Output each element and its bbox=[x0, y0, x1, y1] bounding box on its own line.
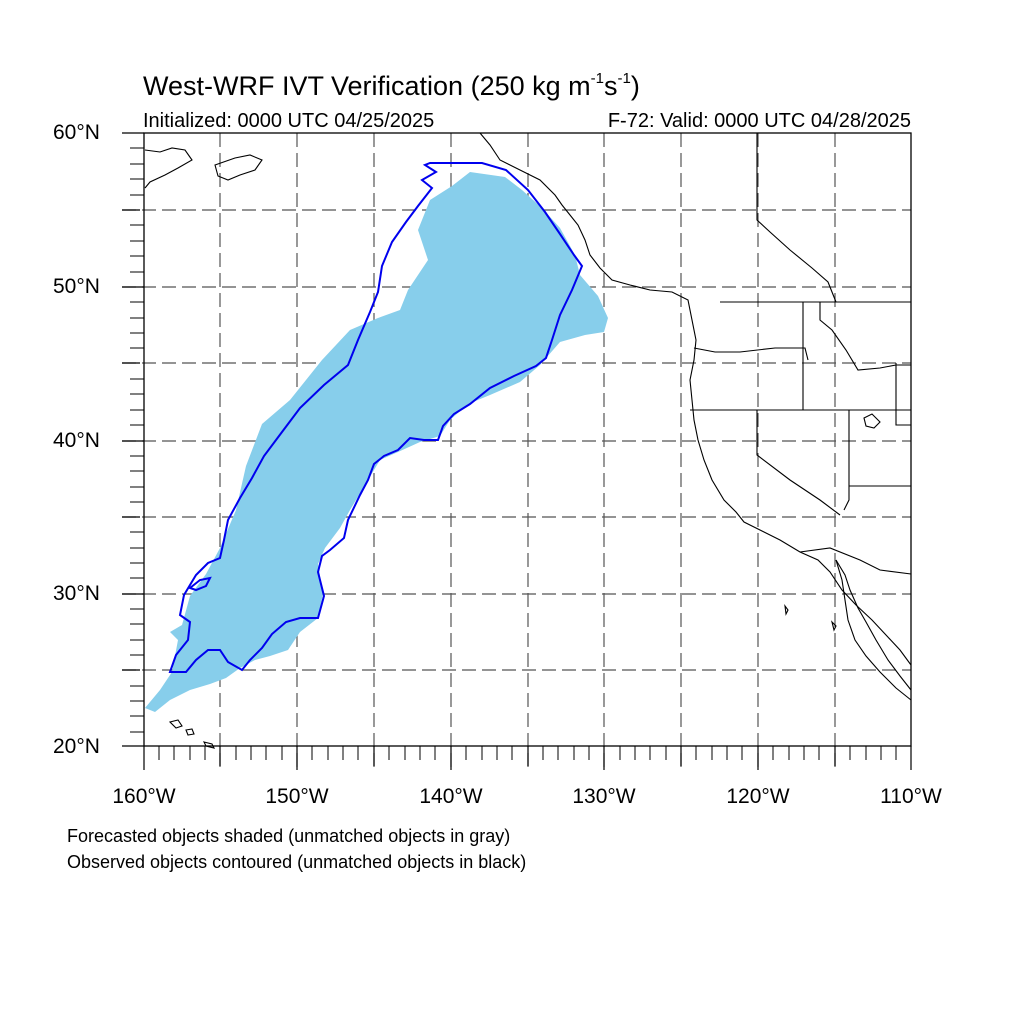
title-exp1: -1 bbox=[590, 70, 604, 87]
observed-ivt-contour bbox=[168, 162, 584, 673]
minor-ticks bbox=[130, 147, 897, 760]
title-main: West-WRF IVT Verification (250 kg m bbox=[143, 71, 591, 101]
lat-label-30: 30°N bbox=[53, 582, 100, 605]
title-mid: s bbox=[603, 71, 618, 101]
lon-label-150w: 150°W bbox=[265, 785, 329, 808]
axis-ticks bbox=[122, 132, 912, 770]
map-title: West-WRF IVT Verification (250 kg m-1s-1… bbox=[143, 70, 640, 102]
lon-label-120w: 120°W bbox=[726, 785, 790, 808]
legend-forecast-note: Forecasted objects shaded (unmatched obj… bbox=[67, 826, 511, 846]
title-close: ) bbox=[630, 71, 640, 101]
lon-label-160w: 160°W bbox=[112, 785, 176, 808]
lat-label-50: 50°N bbox=[53, 275, 100, 298]
lat-label-60: 60°N bbox=[53, 121, 100, 144]
coastlines-and-borders bbox=[144, 132, 912, 749]
lon-label-140w: 140°W bbox=[419, 785, 483, 808]
initialized-time: Initialized: 0000 UTC 04/25/2025 bbox=[143, 110, 435, 132]
forecast-ivt-object bbox=[145, 172, 608, 712]
lon-label-110w: 110°W bbox=[880, 785, 942, 808]
lat-label-40: 40°N bbox=[53, 429, 100, 452]
legend-observed-note: Observed objects contoured (unmatched ob… bbox=[67, 852, 527, 872]
valid-time: F-72: Valid: 0000 UTC 04/28/2025 bbox=[607, 110, 911, 132]
lat-label-20: 20°N bbox=[53, 735, 100, 758]
title-exp2: -1 bbox=[617, 70, 631, 87]
lon-label-130w: 130°W bbox=[572, 785, 636, 808]
